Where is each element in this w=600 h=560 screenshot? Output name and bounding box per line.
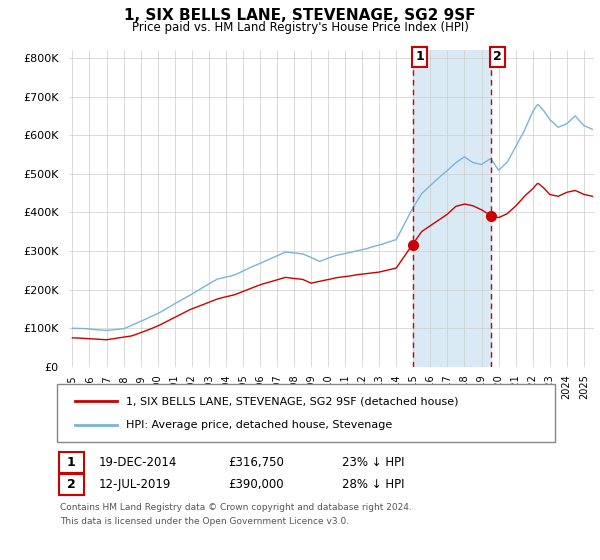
- Text: 12-JUL-2019: 12-JUL-2019: [99, 478, 172, 492]
- Text: 23% ↓ HPI: 23% ↓ HPI: [342, 456, 404, 469]
- Bar: [413, 50, 491, 367]
- Text: 2: 2: [67, 478, 76, 492]
- Text: 1: 1: [67, 456, 76, 469]
- Text: 2: 2: [493, 50, 502, 63]
- Text: 1: 1: [415, 50, 424, 63]
- Text: £316,750: £316,750: [228, 456, 284, 469]
- Text: 28% ↓ HPI: 28% ↓ HPI: [342, 478, 404, 492]
- Text: This data is licensed under the Open Government Licence v3.0.: This data is licensed under the Open Gov…: [60, 517, 349, 526]
- Text: 1, SIX BELLS LANE, STEVENAGE, SG2 9SF (detached house): 1, SIX BELLS LANE, STEVENAGE, SG2 9SF (d…: [126, 396, 458, 407]
- Text: 1, SIX BELLS LANE, STEVENAGE, SG2 9SF: 1, SIX BELLS LANE, STEVENAGE, SG2 9SF: [124, 8, 476, 24]
- Text: £390,000: £390,000: [228, 478, 284, 492]
- Text: HPI: Average price, detached house, Stevenage: HPI: Average price, detached house, Stev…: [126, 419, 392, 430]
- Text: Price paid vs. HM Land Registry's House Price Index (HPI): Price paid vs. HM Land Registry's House …: [131, 21, 469, 34]
- Text: Contains HM Land Registry data © Crown copyright and database right 2024.: Contains HM Land Registry data © Crown c…: [60, 503, 412, 512]
- Text: 19-DEC-2014: 19-DEC-2014: [99, 456, 178, 469]
